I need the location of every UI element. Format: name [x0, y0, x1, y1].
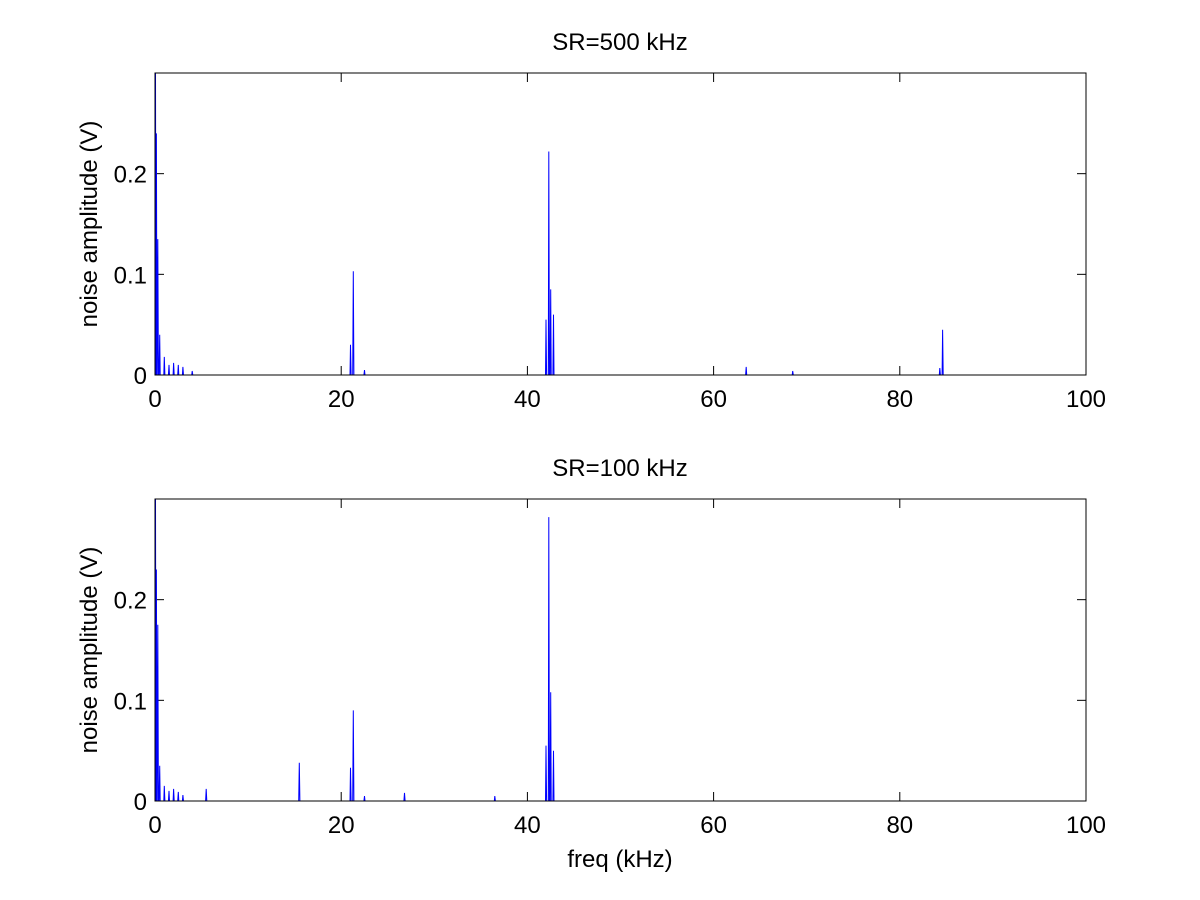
subplot-sr-100: SR=100 kHz noise amplitude (V) freq (kHz… — [76, 455, 1106, 873]
subplot-sr-500: SR=500 kHz noise amplitude (V) 0 20 40 60 80… — [76, 29, 1106, 413]
y-tick-label: 0.2 — [114, 588, 147, 615]
x-tick-label: 40 — [514, 386, 541, 413]
x-tick-label: 20 — [328, 812, 355, 839]
y-axis-label: noise amplitude (V) — [76, 547, 103, 754]
noise-spectrum-line — [154, 498, 621, 802]
axes-frame — [154, 498, 1087, 802]
y-tick-label: 0 — [134, 363, 147, 390]
x-tick-label: 20 — [328, 386, 355, 413]
y-tick-label: 0.1 — [114, 262, 147, 289]
x-tick-label: 60 — [700, 812, 727, 839]
x-tick-label: 40 — [514, 812, 541, 839]
tick-labels: 0 20 40 60 80 100 0 0.1 0.2 — [114, 162, 1106, 413]
x-tick-label: 80 — [886, 386, 913, 413]
tick-labels: 0 20 40 60 80 100 0 0.1 0.2 — [114, 588, 1106, 839]
axis-ticks — [154, 73, 1087, 376]
y-tick-label: 0 — [134, 789, 147, 816]
axes-frame — [154, 72, 1087, 376]
x-tick-label: 100 — [1066, 812, 1106, 839]
y-tick-label: 0.1 — [114, 688, 147, 715]
y-tick-label: 0.2 — [114, 162, 147, 189]
x-tick-label: 60 — [700, 386, 727, 413]
noise-spectrum-line — [154, 72, 1086, 376]
x-axis-label: freq (kHz) — [567, 846, 672, 873]
subplot-title: SR=500 kHz — [552, 29, 687, 56]
x-tick-label: 0 — [148, 386, 161, 413]
x-tick-label: 100 — [1066, 386, 1106, 413]
axis-ticks — [154, 499, 1087, 802]
y-axis-label: noise amplitude (V) — [76, 121, 103, 328]
x-tick-label: 0 — [148, 812, 161, 839]
x-tick-label: 80 — [886, 812, 913, 839]
subplot-title: SR=100 kHz — [552, 455, 687, 482]
